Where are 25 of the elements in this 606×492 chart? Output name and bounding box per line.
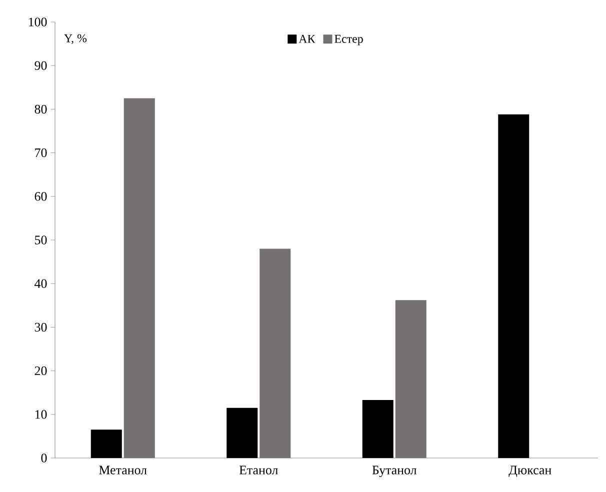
bar bbox=[362, 400, 394, 458]
x-tick-label: Етанол bbox=[239, 466, 278, 474]
bar bbox=[226, 408, 258, 458]
y-tick-label: 20 bbox=[34, 366, 47, 376]
x-tick-label: Дюксан bbox=[508, 466, 552, 478]
x-tick-label: Бутанол bbox=[372, 466, 417, 478]
y-tick-label: 30 bbox=[34, 322, 47, 332]
y-tick-label: 100 bbox=[28, 18, 47, 26]
y-tick-label: 10 bbox=[35, 410, 47, 419]
y-axis-title: Y, % bbox=[64, 34, 87, 44]
y-tick-label: 90 bbox=[34, 61, 47, 70]
bar bbox=[90, 430, 122, 458]
bar bbox=[124, 98, 155, 458]
y-tick-label: 60 bbox=[34, 192, 47, 201]
y-tick-label: 80 bbox=[34, 104, 47, 114]
y-tick-label: 50 bbox=[35, 236, 47, 244]
y-tick-label: 40 bbox=[34, 279, 47, 288]
bar bbox=[395, 300, 426, 458]
legend-label: Естер bbox=[334, 34, 363, 46]
legend-label: АК bbox=[298, 34, 316, 43]
x-tick-label: Метанол bbox=[99, 466, 147, 474]
y-tick-label: 0 bbox=[41, 454, 47, 462]
bar bbox=[498, 114, 530, 458]
bar bbox=[260, 248, 291, 458]
y-tick-label: 70 bbox=[35, 148, 47, 158]
